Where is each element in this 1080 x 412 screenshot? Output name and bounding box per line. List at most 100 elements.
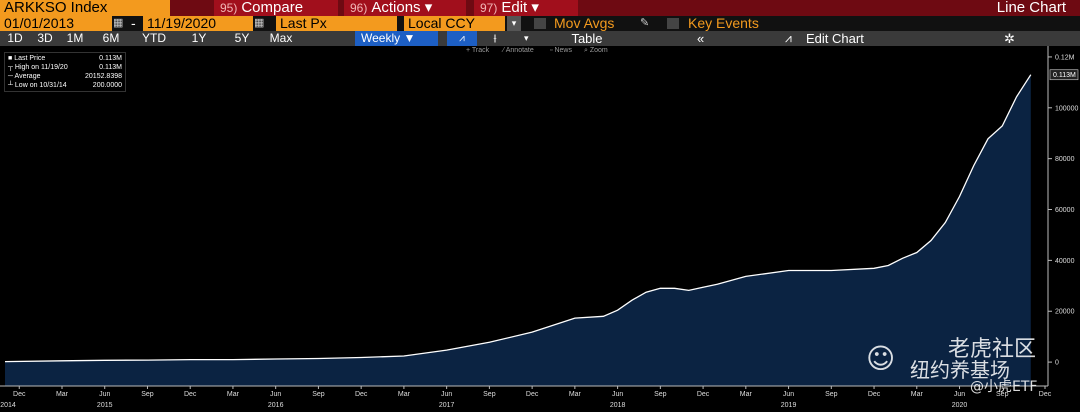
watermark-icon: ☺	[866, 342, 896, 375]
security-field[interactable]: ARKKSO Index	[0, 0, 170, 16]
x-tick-label: Mar	[56, 391, 69, 398]
period-button[interactable]: 6M	[102, 31, 120, 45]
legend-value: 20152.8398	[85, 73, 122, 80]
legend-key: ┴ Low on 10/31/14	[8, 81, 67, 90]
legend-value: 200.0000	[92, 82, 122, 89]
date-separator: -	[131, 15, 136, 31]
period-button[interactable]: 3D	[37, 31, 53, 45]
period-button[interactable]: 1M	[66, 31, 84, 45]
chart-icon: ⩘	[785, 31, 792, 45]
tool-button[interactable]: + Track	[466, 47, 490, 54]
frequency-label: Weekly	[361, 31, 401, 45]
menu-key: 97)	[480, 1, 498, 15]
x-tick-label: Dec	[13, 391, 26, 398]
y-tick-label: 20000	[1055, 309, 1075, 316]
year-label: 2019	[781, 402, 797, 409]
tool-button[interactable]: ⁄ Annotate	[503, 47, 534, 54]
legend-label: High on 11/19/20	[14, 64, 68, 71]
period-button[interactable]: 1Y	[191, 31, 207, 45]
x-tick-label: Dec	[355, 391, 368, 398]
calendar-icon[interactable]: ▦	[113, 17, 124, 29]
x-tick-label: Mar	[227, 391, 240, 398]
x-tick-label: Sep	[483, 391, 496, 398]
legend-symbol: ┴	[8, 82, 15, 89]
x-tick-label: Jun	[270, 391, 281, 398]
calendar-icon[interactable]: ▦	[254, 17, 265, 29]
x-tick-label: Dec	[184, 391, 197, 398]
watermark-text: 纽约养基场	[910, 358, 1010, 382]
y-tick-label: 0	[1055, 360, 1059, 367]
option-label: Mov Avgs	[554, 15, 615, 31]
pen-icon[interactable]: ✎	[640, 17, 650, 29]
x-tick-label: Mar	[740, 391, 753, 398]
chart-type-button[interactable]: ⩘	[447, 31, 477, 46]
x-tick-label: Sep	[312, 391, 325, 398]
price-tag	[1049, 69, 1079, 81]
chart: 0 20000 40000 60000 80000 100000 0.12M Dec Mar Ju…	[0, 46, 1079, 409]
field-select[interactable]: Last Px	[276, 16, 397, 31]
menu-button[interactable]: 96) Actions ▾	[344, 0, 466, 16]
year-label: 2014	[0, 402, 16, 409]
tool-label: Annotate	[505, 47, 534, 54]
year-label: 2020	[952, 402, 968, 409]
settings-button[interactable]: ✲	[1004, 31, 1015, 46]
checkbox[interactable]	[667, 18, 679, 29]
period-button[interactable]: 5Y	[234, 31, 250, 45]
x-tick-label: Mar	[569, 391, 582, 398]
menu-label: Edit	[501, 0, 528, 16]
x-tick-label: Sep	[825, 391, 838, 398]
period-button[interactable]: Max	[269, 31, 293, 45]
table-button[interactable]: Table	[571, 31, 603, 46]
legend-row: ┬ High on 11/19/20 0.113M	[8, 63, 122, 72]
legend-value: 0.113M	[99, 64, 122, 71]
year-label: 2016	[268, 402, 284, 409]
x-tick-label: Dec	[526, 391, 539, 398]
dropdown[interactable]: ▾	[524, 33, 529, 43]
x-tick-label: Sep	[141, 391, 154, 398]
menu-label: Actions	[371, 0, 421, 16]
end-date[interactable]: 11/19/2020	[143, 16, 253, 31]
x-tick-label: Mar	[911, 391, 924, 398]
start-date[interactable]: 01/01/2013	[0, 16, 112, 31]
y-tick-label: 60000	[1055, 207, 1075, 214]
legend-symbol: ─	[8, 73, 15, 80]
y-tick-label: 80000	[1055, 156, 1075, 163]
x-tick-label: Dec	[697, 391, 710, 398]
checkbox[interactable]	[534, 18, 546, 29]
dropdown[interactable]: ▾	[507, 16, 521, 31]
edit-chart-button[interactable]: Edit Chart	[806, 31, 864, 46]
legend-row: ■ Last Price 0.113M	[8, 54, 122, 63]
price-line	[4, 74, 1032, 363]
legend-row: ─ Average 20152.8398	[8, 72, 122, 81]
bar-type-button[interactable]: ⫲	[493, 33, 497, 44]
view-title: Line Chart	[996, 0, 1066, 16]
collapse-button[interactable]: «	[697, 31, 705, 46]
year-label: 2015	[97, 402, 113, 409]
x-tick-label: Jun	[441, 391, 452, 398]
tool-button[interactable]: ⌕ Zoom	[584, 47, 608, 54]
x-tick-label: Jun	[99, 391, 110, 398]
frequency-select[interactable]: Weekly ▼	[355, 31, 438, 46]
menu-label: Compare	[241, 0, 304, 16]
period-button[interactable]: 1D	[7, 31, 23, 45]
tool-button[interactable]: ▫ News	[550, 47, 572, 54]
option-label: Key Events	[688, 15, 759, 31]
legend-label: Last Price	[14, 55, 46, 62]
legend-row: ┴ Low on 10/31/14 200.0000	[8, 81, 122, 90]
x-tick-label: Sep	[654, 391, 667, 398]
period-button[interactable]: YTD	[142, 31, 166, 45]
watermark-text: @小虎ETF	[970, 379, 1038, 395]
y-tick-label: 100000	[1055, 105, 1078, 112]
tool-label: Track	[471, 47, 490, 54]
menu-button[interactable]: 97) Edit ▾	[474, 0, 578, 16]
x-tick-label: Jun	[612, 391, 623, 398]
menu-key: 95)	[220, 1, 238, 15]
legend-symbol: ┬	[8, 64, 15, 71]
x-tick-label: Jun	[954, 391, 965, 398]
x-tick-label: Sep	[996, 391, 1009, 398]
watermark-text: 老虎社区	[948, 337, 1037, 362]
year-label: 2017	[439, 402, 455, 409]
legend-label: Low on 10/31/14	[14, 82, 67, 89]
currency-select[interactable]: Local CCY	[404, 16, 505, 31]
menu-button[interactable]: 95) Compare	[214, 0, 338, 16]
